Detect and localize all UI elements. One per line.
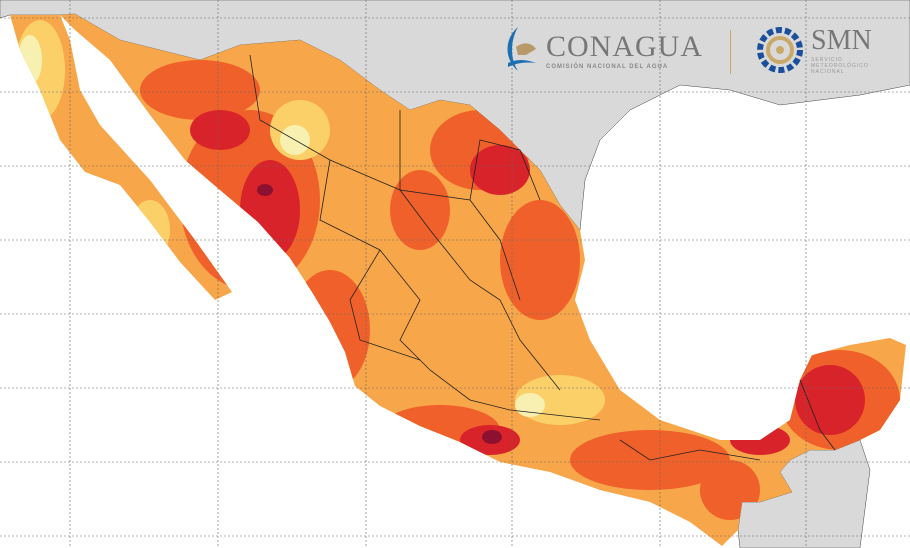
logo-divider — [730, 30, 731, 74]
conagua-emblem-icon — [507, 27, 536, 71]
smn-logo: SMN SERVICIO METEOROLÓGICO NACIONAL — [755, 25, 872, 75]
state-borders — [249, 54, 836, 461]
conagua-title: CONAGUA — [546, 30, 703, 63]
smn-subtitle: SERVICIO METEOROLÓGICO NACIONAL — [811, 57, 869, 75]
smn-title: SMN — [811, 25, 872, 56]
smn-emblem-icon — [757, 27, 803, 73]
conagua-logo: CONAGUA COMISIÓN NACIONAL DEL AGUA — [500, 25, 703, 75]
conagua-subtitle: COMISIÓN NACIONAL DEL AGUA — [546, 64, 669, 70]
